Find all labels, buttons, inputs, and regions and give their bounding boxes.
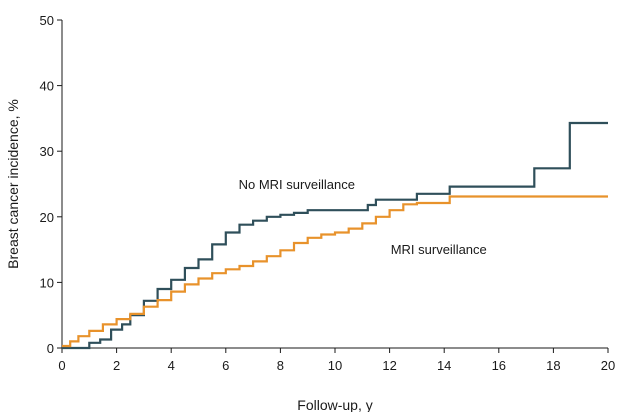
- y-tick-label: 30: [40, 144, 54, 159]
- x-tick-label: 16: [492, 358, 506, 373]
- x-tick-label: 14: [437, 358, 451, 373]
- annotations: No MRI surveillance MRI surveillance: [239, 177, 487, 257]
- x-tick-label: 8: [277, 358, 284, 373]
- y-tick-label: 0: [47, 341, 54, 356]
- series-annotation: No MRI surveillance: [239, 177, 355, 192]
- x-tick-label: 2: [113, 358, 120, 373]
- series-line-mri-surveillance: [62, 195, 608, 348]
- series-group: [62, 121, 608, 350]
- x-tick-label: 10: [328, 358, 342, 373]
- x-tick-label: 6: [222, 358, 229, 373]
- x-tick-label: 12: [382, 358, 396, 373]
- x-tick-label: 0: [58, 358, 65, 373]
- y-tick-label: 50: [40, 13, 54, 28]
- series-annotation: MRI surveillance: [391, 242, 487, 257]
- series-line-no-mri-surveillance: [62, 121, 608, 350]
- y-tick-label: 20: [40, 210, 54, 225]
- x-tick-label: 4: [168, 358, 175, 373]
- axes: 0 10 20 30 40 50 0 2 4 6 8 10 12 14 16 18 20: [40, 13, 616, 373]
- x-tick-label: 20: [601, 358, 615, 373]
- y-axis-title: Breast cancer incidence, %: [5, 99, 21, 269]
- x-tick-label: 18: [546, 358, 560, 373]
- x-axis-title: Follow-up, y: [297, 397, 372, 412]
- y-tick-label: 40: [40, 79, 54, 94]
- y-tick-label: 10: [40, 275, 54, 290]
